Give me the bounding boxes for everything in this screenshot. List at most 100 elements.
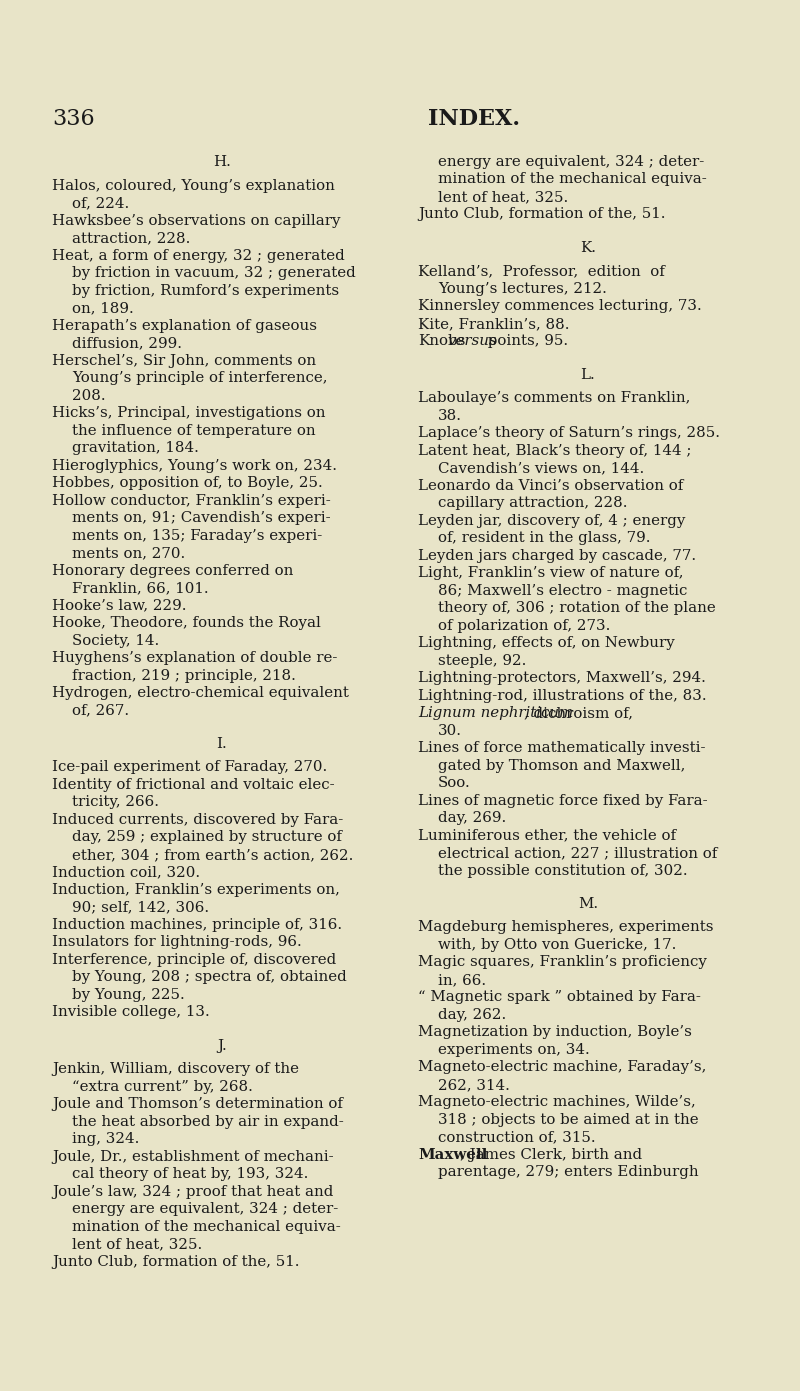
Text: tricity, 266.: tricity, 266. <box>72 796 159 810</box>
Text: mination of the mechanical equiva-: mination of the mechanical equiva- <box>72 1220 341 1234</box>
Text: Heat, a form of energy, 32 ; generated: Heat, a form of energy, 32 ; generated <box>52 249 345 263</box>
Text: versus: versus <box>447 334 497 348</box>
Text: Insulators for lightning-rods, 96.: Insulators for lightning-rods, 96. <box>52 935 302 949</box>
Text: energy are equivalent, 324 ; deter-: energy are equivalent, 324 ; deter- <box>438 154 704 168</box>
Text: gated by Thomson and Maxwell,: gated by Thomson and Maxwell, <box>438 758 686 772</box>
Text: Jenkin, William, discovery of the: Jenkin, William, discovery of the <box>52 1063 299 1077</box>
Text: Induction machines, principle of, 316.: Induction machines, principle of, 316. <box>52 918 342 932</box>
Text: Lightning-protectors, Maxwell’s, 294.: Lightning-protectors, Maxwell’s, 294. <box>418 670 706 686</box>
Text: Induction coil, 320.: Induction coil, 320. <box>52 865 200 879</box>
Text: “extra current” by, 268.: “extra current” by, 268. <box>72 1079 253 1093</box>
Text: capillary attraction, 228.: capillary attraction, 228. <box>438 497 627 510</box>
Text: lent of heat, 325.: lent of heat, 325. <box>438 191 568 204</box>
Text: J.: J. <box>217 1039 227 1053</box>
Text: Herapath’s explanation of gaseous: Herapath’s explanation of gaseous <box>52 319 317 332</box>
Text: Leyden jar, discovery of, 4 ; energy: Leyden jar, discovery of, 4 ; energy <box>418 513 686 527</box>
Text: ments on, 270.: ments on, 270. <box>72 547 186 561</box>
Text: Induced currents, discovered by Fara-: Induced currents, discovered by Fara- <box>52 812 343 826</box>
Text: Hawksbee’s observations on capillary: Hawksbee’s observations on capillary <box>52 214 341 228</box>
Text: Kite, Franklin’s, 88.: Kite, Franklin’s, 88. <box>418 317 570 331</box>
Text: by Young, 225.: by Young, 225. <box>72 988 185 1002</box>
Text: , dichroism of,: , dichroism of, <box>524 707 633 721</box>
Text: points, 95.: points, 95. <box>482 334 568 348</box>
Text: Ice-pail experiment of Faraday, 270.: Ice-pail experiment of Faraday, 270. <box>52 761 327 775</box>
Text: Lines of magnetic force fixed by Fara-: Lines of magnetic force fixed by Fara- <box>418 794 708 808</box>
Text: the influence of temperature on: the influence of temperature on <box>72 424 316 438</box>
Text: by friction, Rumford’s experiments: by friction, Rumford’s experiments <box>72 284 339 298</box>
Text: Halos, coloured, Young’s explanation: Halos, coloured, Young’s explanation <box>52 178 335 192</box>
Text: Magnetization by induction, Boyle’s: Magnetization by induction, Boyle’s <box>418 1025 692 1039</box>
Text: the heat absorbed by air in expand-: the heat absorbed by air in expand- <box>72 1114 344 1128</box>
Text: ments on, 91; Cavendish’s experi-: ments on, 91; Cavendish’s experi- <box>72 510 330 524</box>
Text: Kelland’s,  Professor,  edition  of: Kelland’s, Professor, edition of <box>418 264 665 278</box>
Text: Lines of force mathematically investi-: Lines of force mathematically investi- <box>418 741 706 755</box>
Text: Lignum nephriticum: Lignum nephriticum <box>418 707 574 721</box>
Text: 38.: 38. <box>438 409 462 423</box>
Text: lent of heat, 325.: lent of heat, 325. <box>72 1237 202 1251</box>
Text: Laboulaye’s comments on Franklin,: Laboulaye’s comments on Franklin, <box>418 391 690 405</box>
Text: Joule, Dr., establishment of mechani-: Joule, Dr., establishment of mechani- <box>52 1149 334 1164</box>
Text: Invisible college, 13.: Invisible college, 13. <box>52 1006 210 1020</box>
Text: Junto Club, formation of the, 51.: Junto Club, formation of the, 51. <box>418 207 666 221</box>
Text: Huyghens’s explanation of double re-: Huyghens’s explanation of double re- <box>52 651 338 665</box>
Text: steeple, 92.: steeple, 92. <box>438 654 526 668</box>
Text: fraction, 219 ; principle, 218.: fraction, 219 ; principle, 218. <box>72 669 296 683</box>
Text: Magdeburg hemispheres, experiments: Magdeburg hemispheres, experiments <box>418 921 714 935</box>
Text: Induction, Franklin’s experiments on,: Induction, Franklin’s experiments on, <box>52 883 340 897</box>
Text: Interference, principle of, discovered: Interference, principle of, discovered <box>52 953 336 967</box>
Text: Magneto-electric machines, Wilde’s,: Magneto-electric machines, Wilde’s, <box>418 1095 696 1110</box>
Text: L.: L. <box>581 367 595 381</box>
Text: by Young, 208 ; spectra of, obtained: by Young, 208 ; spectra of, obtained <box>72 971 346 985</box>
Text: Hooke’s law, 229.: Hooke’s law, 229. <box>52 598 186 612</box>
Text: INDEX.: INDEX. <box>428 108 520 129</box>
Text: Magic squares, Franklin’s proficiency: Magic squares, Franklin’s proficiency <box>418 956 707 970</box>
Text: Magneto-electric machine, Faraday’s,: Magneto-electric machine, Faraday’s, <box>418 1060 706 1074</box>
Text: Hollow conductor, Franklin’s experi-: Hollow conductor, Franklin’s experi- <box>52 494 330 508</box>
Text: 86; Maxwell’s electro - magnetic: 86; Maxwell’s electro - magnetic <box>438 584 687 598</box>
Text: experiments on, 34.: experiments on, 34. <box>438 1043 590 1057</box>
Text: energy are equivalent, 324 ; deter-: energy are equivalent, 324 ; deter- <box>72 1202 338 1216</box>
Text: 336: 336 <box>52 108 94 129</box>
Text: of, 224.: of, 224. <box>72 196 130 210</box>
Text: in, 66.: in, 66. <box>438 972 486 988</box>
Text: of, resident in the glass, 79.: of, resident in the glass, 79. <box>438 531 650 545</box>
Text: Hieroglyphics, Young’s work on, 234.: Hieroglyphics, Young’s work on, 234. <box>52 459 337 473</box>
Text: Lightning-rod, illustrations of the, 83.: Lightning-rod, illustrations of the, 83. <box>418 689 706 702</box>
Text: the possible constitution of, 302.: the possible constitution of, 302. <box>438 864 688 878</box>
Text: construction of, 315.: construction of, 315. <box>438 1131 596 1145</box>
Text: M.: M. <box>578 897 598 911</box>
Text: Herschel’s, Sir John, comments on: Herschel’s, Sir John, comments on <box>52 353 316 367</box>
Text: Leyden jars charged by cascade, 77.: Leyden jars charged by cascade, 77. <box>418 548 696 563</box>
Text: “ Magnetic spark ” obtained by Fara-: “ Magnetic spark ” obtained by Fara- <box>418 990 701 1004</box>
Text: 318 ; objects to be aimed at in the: 318 ; objects to be aimed at in the <box>438 1113 698 1127</box>
Text: 90; self, 142, 306.: 90; self, 142, 306. <box>72 900 209 914</box>
Text: diffusion, 299.: diffusion, 299. <box>72 337 182 351</box>
Text: ments on, 135; Faraday’s experi-: ments on, 135; Faraday’s experi- <box>72 529 322 542</box>
Text: 30.: 30. <box>438 723 462 737</box>
Text: I.: I. <box>217 737 227 751</box>
Text: 208.: 208. <box>72 388 106 402</box>
Text: H.: H. <box>213 154 231 168</box>
Text: Light, Franklin’s view of nature of,: Light, Franklin’s view of nature of, <box>418 566 683 580</box>
Text: cal theory of heat by, 193, 324.: cal theory of heat by, 193, 324. <box>72 1167 308 1181</box>
Text: Society, 14.: Society, 14. <box>72 633 159 648</box>
Text: Maxwell: Maxwell <box>418 1148 487 1161</box>
Text: ether, 304 ; from earth’s action, 262.: ether, 304 ; from earth’s action, 262. <box>72 849 354 862</box>
Text: 262, 314.: 262, 314. <box>438 1078 510 1092</box>
Text: of, 267.: of, 267. <box>72 704 129 718</box>
Text: Junto Club, formation of the, 51.: Junto Club, formation of the, 51. <box>52 1255 299 1269</box>
Text: Young’s lectures, 212.: Young’s lectures, 212. <box>438 282 607 296</box>
Text: Kinnersley commences lecturing, 73.: Kinnersley commences lecturing, 73. <box>418 299 702 313</box>
Text: mination of the mechanical equiva-: mination of the mechanical equiva- <box>438 172 706 186</box>
Text: Soo.: Soo. <box>438 776 470 790</box>
Text: Young’s principle of interference,: Young’s principle of interference, <box>72 371 327 385</box>
Text: by friction in vacuum, 32 ; generated: by friction in vacuum, 32 ; generated <box>72 266 356 280</box>
Text: electrical action, 227 ; illustration of: electrical action, 227 ; illustration of <box>438 846 718 860</box>
Text: Knobs: Knobs <box>418 334 466 348</box>
Text: Franklin, 66, 101.: Franklin, 66, 101. <box>72 581 209 595</box>
Text: , James Clerk, birth and: , James Clerk, birth and <box>460 1148 642 1161</box>
Text: of polarization of, 273.: of polarization of, 273. <box>438 619 610 633</box>
Text: day, 269.: day, 269. <box>438 811 506 825</box>
Text: Hicks’s, Principal, investigations on: Hicks’s, Principal, investigations on <box>52 406 326 420</box>
Text: Identity of frictional and voltaic elec-: Identity of frictional and voltaic elec- <box>52 778 334 791</box>
